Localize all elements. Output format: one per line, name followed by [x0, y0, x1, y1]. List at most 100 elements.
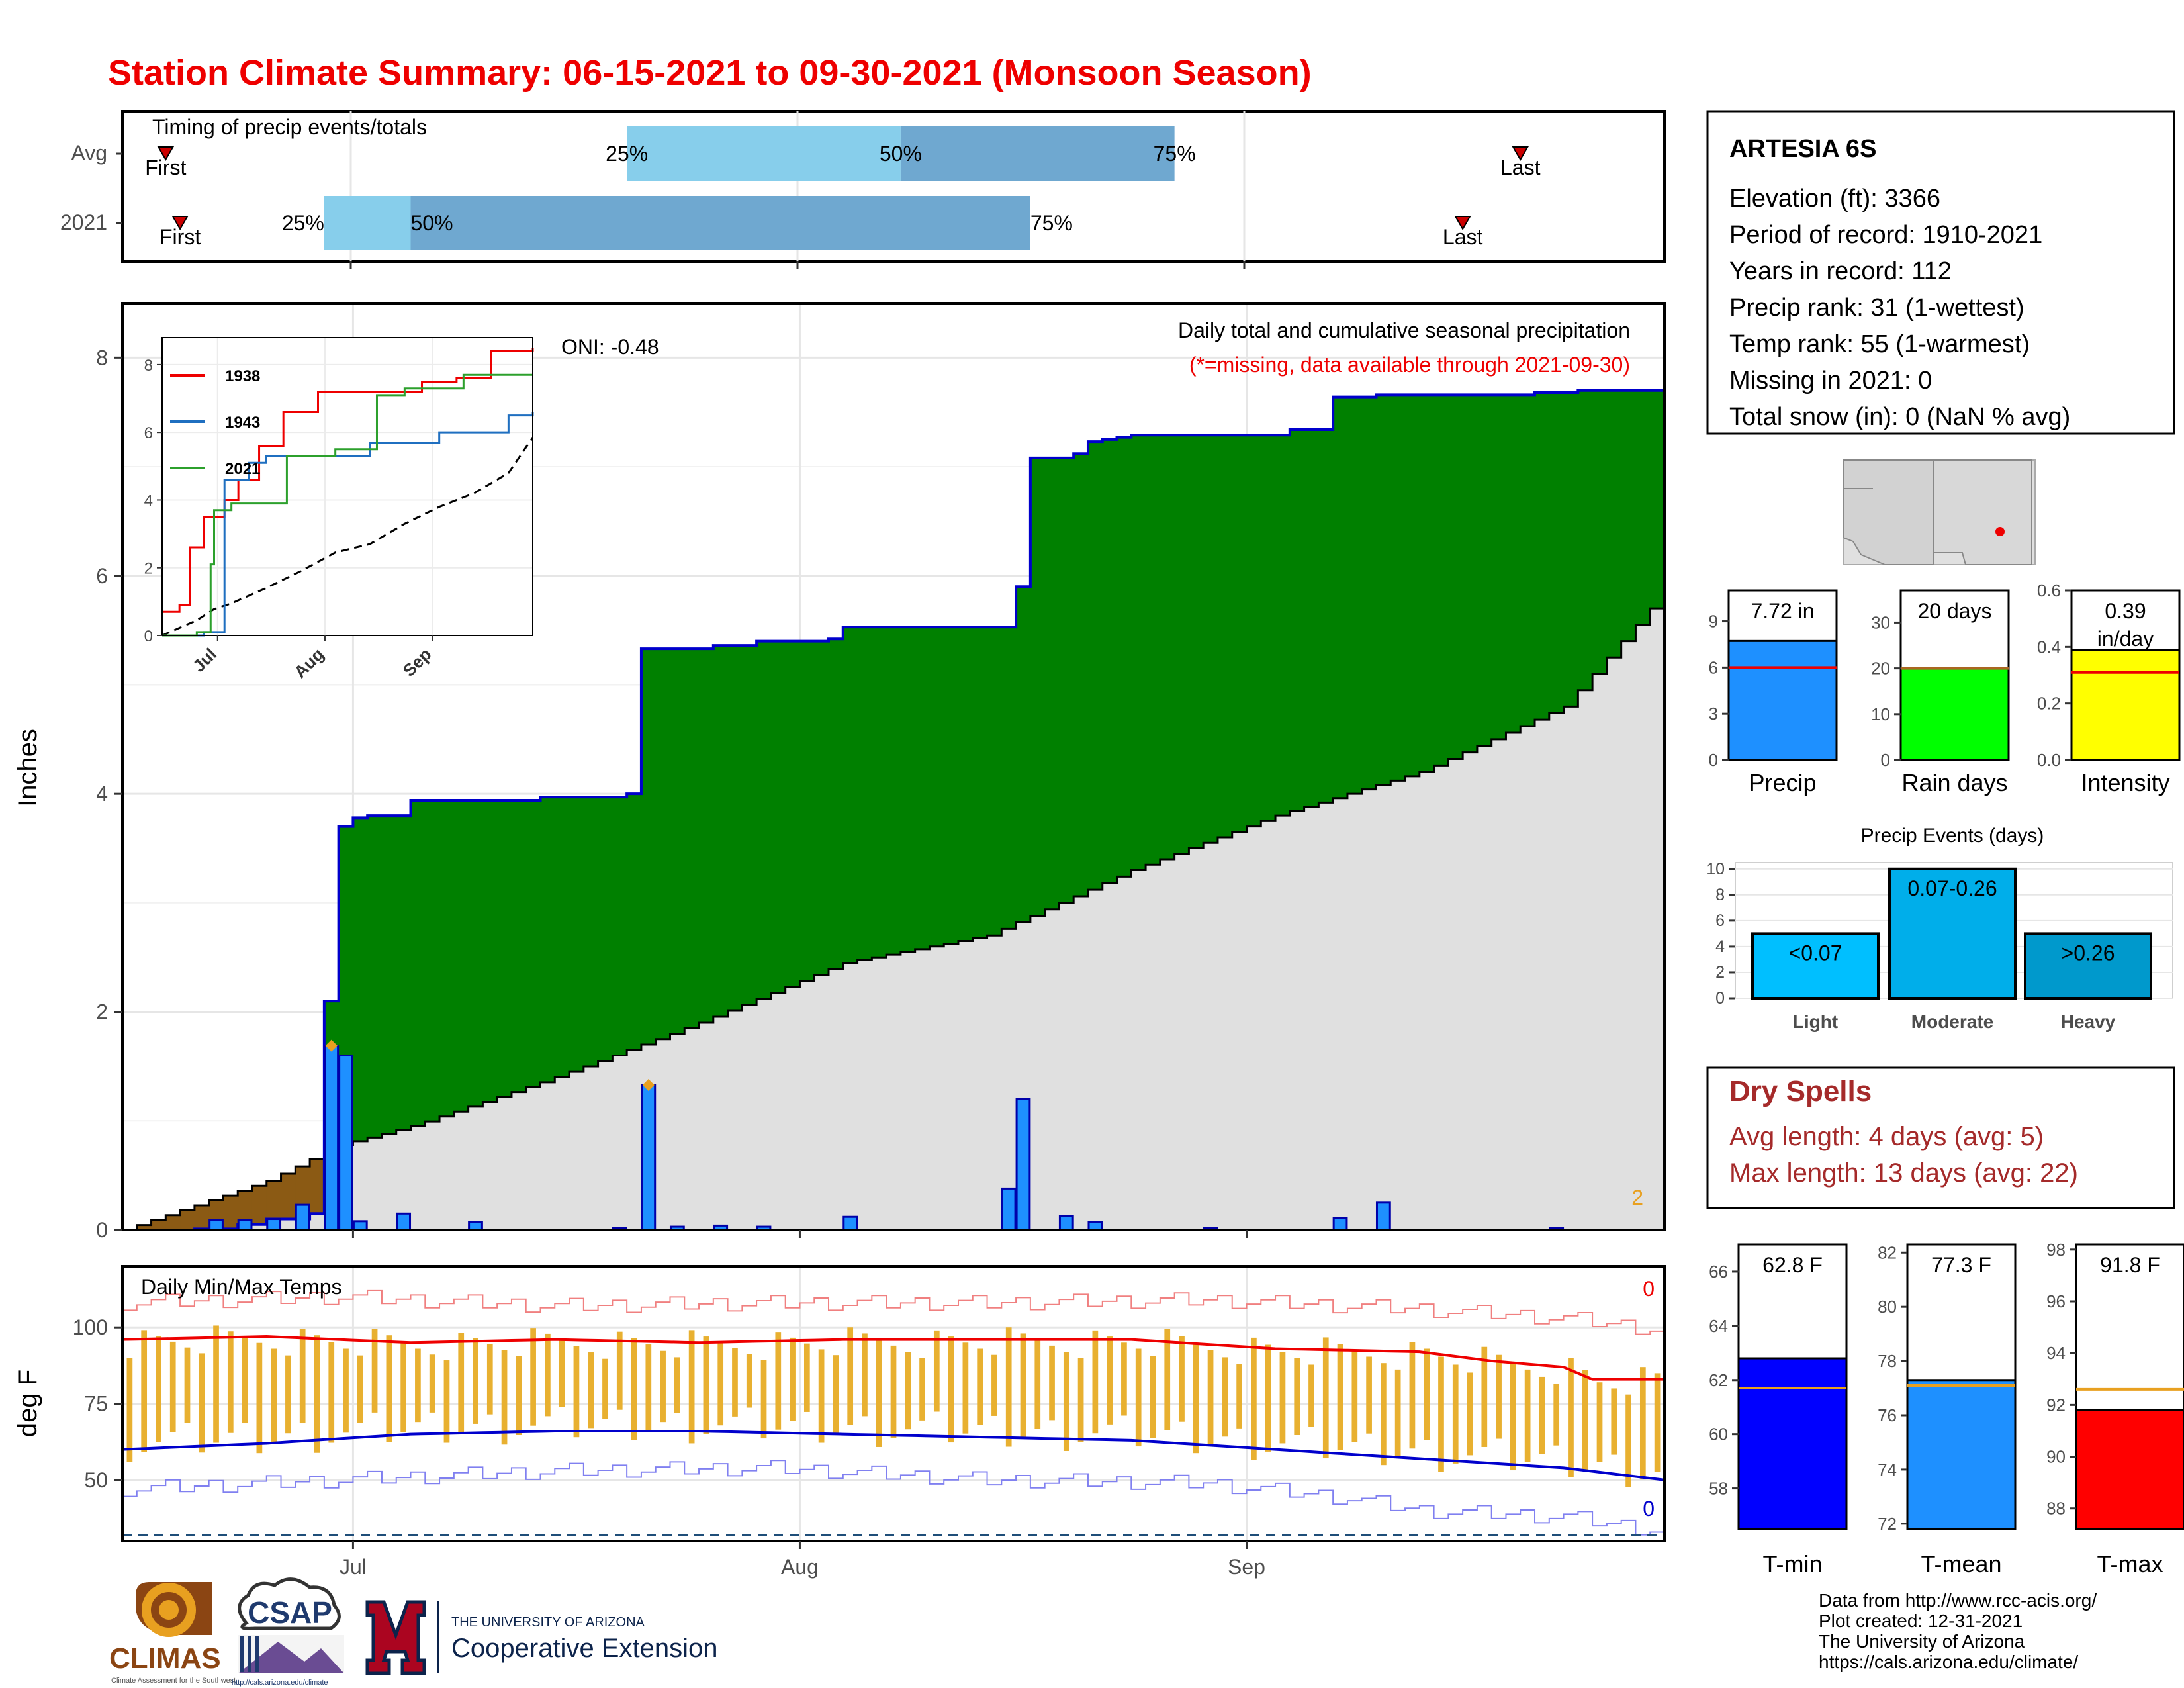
daily-temp-bar	[1553, 1383, 1560, 1446]
surplus-area	[727, 645, 743, 1011]
surplus-area	[857, 627, 872, 961]
missing-marker	[325, 1039, 338, 1052]
deficit-area	[151, 1220, 166, 1230]
dry-spells-frame	[1706, 1066, 2175, 1209]
summary-value-label-a: 0.39	[2105, 599, 2146, 623]
events-bar	[1751, 932, 1880, 1000]
surplus-area	[1650, 390, 1665, 609]
daily-precip-bar	[338, 1054, 353, 1231]
timing-last-label: Last	[1443, 225, 1483, 249]
surplus-area	[425, 800, 440, 1122]
summary-ytick-label: 3	[1709, 704, 1718, 724]
temp-y-label: deg F	[13, 1370, 42, 1437]
inset-ytick-label: 6	[144, 424, 153, 442]
timing-title: Timing of precip events/totals	[152, 115, 427, 139]
daily-temp-bar	[371, 1329, 378, 1413]
daily-temp-bar	[991, 1354, 997, 1416]
page-title: Station Climate Summary: 06-15-2021 to 0…	[108, 53, 1312, 93]
daily-temp-bar	[1020, 1333, 1026, 1438]
timing-last-marker	[1454, 216, 1471, 230]
summary-ytick-label: 76	[1878, 1405, 1897, 1425]
summary-chart-t-mean: 77.3 F 72 74 76 78 80 82 T-mean	[1878, 1243, 2017, 1577]
missing-count: 2	[1631, 1186, 1643, 1209]
summary-chart-intensity: 0.39 in/day 0.0 0.2 0.4 0.6 Intensity	[2037, 581, 2181, 796]
daily-temp-bar	[1222, 1357, 1228, 1437]
surplus-area	[785, 641, 801, 987]
daily-temp-bar	[1179, 1336, 1185, 1422]
surplus-area	[886, 627, 901, 955]
daily-temp-bar	[660, 1350, 666, 1423]
surplus-area	[410, 800, 426, 1127]
daily-temp-bar	[1193, 1343, 1199, 1454]
daily-temp-bar	[1381, 1363, 1387, 1466]
summary-ytick-label: 64	[1709, 1316, 1728, 1336]
station-info-panel: ARTESIA 6S Elevation (ft): 3366 Period o…	[1706, 110, 2175, 435]
station-elevation: Elevation (ft): 3366	[1729, 185, 1940, 212]
surplus-area	[1549, 393, 1565, 714]
surplus-area	[1578, 390, 1593, 690]
timing-q50-q75-bar	[900, 126, 1175, 181]
surplus-area	[1535, 393, 1550, 720]
daily-temp-bar	[1625, 1394, 1631, 1487]
timing-frame	[121, 110, 1666, 263]
deficit-area	[266, 1180, 282, 1219]
surplus-area	[872, 627, 887, 958]
summary-ytick-label: 74	[1878, 1460, 1897, 1479]
surplus-area	[555, 797, 570, 1078]
summary-value-label: 91.8 F	[2100, 1253, 2160, 1277]
summary-ytick-label: 98	[2046, 1240, 2066, 1260]
daily-temp-bar	[199, 1353, 205, 1453]
temp-ytick-label: 100	[73, 1315, 108, 1339]
tmax-avg-line	[122, 1335, 1664, 1381]
precip-ytick-label: 8	[96, 346, 108, 369]
surplus-area	[929, 627, 944, 947]
daily-temp-bar	[847, 1327, 854, 1425]
summary-ytick-label: 92	[2046, 1395, 2066, 1415]
summary-ytick-label: 90	[2046, 1447, 2066, 1467]
events-chart: Precip Events (days) 0 2 4 6 8 10 <0.07 Light 0.…	[1706, 825, 2173, 1032]
surplus-area	[684, 649, 700, 1029]
surplus-area	[1606, 390, 1622, 658]
daily-temp-bar	[559, 1339, 565, 1407]
events-category-label: Heavy	[2061, 1011, 2116, 1032]
daily-temp-bar	[760, 1360, 767, 1439]
daily-temp-bar	[645, 1344, 652, 1431]
surplus-area	[1030, 457, 1046, 916]
daily-temp-bar	[141, 1330, 148, 1452]
summary-value-label: 77.3 F	[1931, 1253, 1991, 1277]
summary-ytick-label: 0	[1709, 750, 1718, 770]
surplus-area	[1116, 437, 1132, 877]
daily-temp-bar	[905, 1352, 911, 1430]
daily-temp-bar	[516, 1356, 522, 1435]
inset-legend-label: 1943	[225, 414, 260, 432]
daily-temp-bar	[1207, 1350, 1214, 1445]
summary-axis-label: Intensity	[2081, 769, 2169, 796]
timing-panel: First Last 25% 50% 75% First Last 25% 50% 75% Tim…	[60, 110, 1666, 269]
surplus-area	[1289, 430, 1305, 812]
events-bar-label: 0.07-0.26	[1907, 876, 1997, 900]
inset-ytick-label: 2	[144, 560, 153, 578]
daily-temp-bar	[400, 1342, 406, 1432]
summary-value-label: 62.8 F	[1762, 1253, 1823, 1277]
timing-q25-q50-bar	[627, 126, 901, 181]
surplus-area	[381, 816, 397, 1134]
surplus-area	[1131, 435, 1146, 870]
timing-row-label-avg: Avg	[71, 141, 107, 165]
summary-axis-label: T-min	[1763, 1550, 1823, 1577]
precip-series	[122, 389, 1665, 1231]
daily-temp-bar	[1337, 1344, 1343, 1450]
surplus-area	[1433, 395, 1449, 766]
daily-temp-bar	[1135, 1348, 1142, 1447]
daily-temp-bar	[1524, 1369, 1531, 1462]
daily-temp-bar	[1438, 1356, 1444, 1472]
surplus-area	[1318, 430, 1334, 803]
surplus-area	[569, 797, 584, 1072]
summary-ytick-label: 58	[1709, 1479, 1728, 1499]
precip-frame	[121, 302, 1666, 1231]
events-bars: 0 2 4 6 8 10 <0.07 Light 0.07-0.26 Moderate >0.26 H…	[1706, 860, 2173, 1032]
station-precip-rank: Precip rank: 31 (1-wettest)	[1729, 294, 2025, 322]
temp-max-count: 0	[1643, 1277, 1655, 1301]
daily-temp-bar	[473, 1338, 478, 1424]
ua-line2: Cooperative Extension	[451, 1634, 717, 1663]
